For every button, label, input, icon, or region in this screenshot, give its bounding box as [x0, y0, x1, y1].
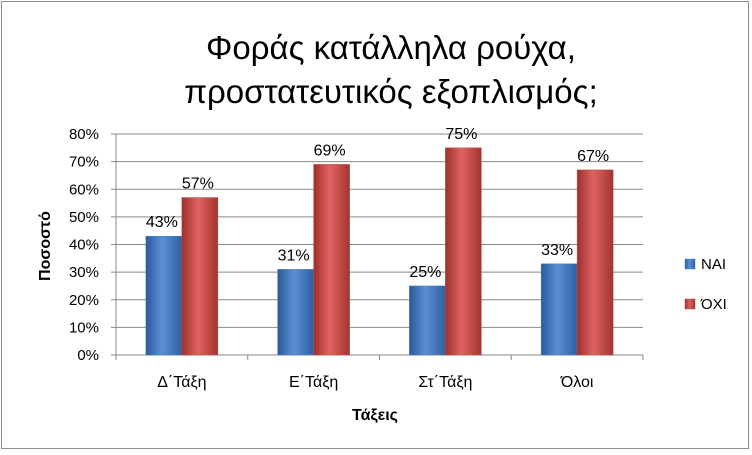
chart-title-line-1: Φοράς κατάλληλα ρούχα,	[206, 29, 576, 66]
legend-swatch	[684, 298, 696, 310]
chart-frame: Φοράς κατάλληλα ρούχα, προστατευτικός εξ…	[1, 1, 749, 449]
bar-ochi	[313, 164, 350, 356]
bar-chart: Φοράς κατάλληλα ρούχα, προστατευτικός εξ…	[37, 29, 727, 424]
axes: 0% 10% 20% 30% 40% 50% 60% 70% 80% Δ΄Τάξη Ε΄Τάξη Στ…	[69, 126, 644, 391]
data-label: 43%	[146, 214, 178, 231]
data-label: 57%	[182, 176, 214, 193]
bar-ochi	[576, 169, 614, 356]
y-tick-label: 60%	[69, 181, 99, 198]
y-tick-label: 70%	[69, 154, 99, 171]
legend: ΝΑΙ ΌΧΙ	[684, 256, 727, 313]
bar-nai	[277, 269, 314, 356]
bar-nai	[145, 235, 183, 356]
x-category-label: Δ΄Τάξη	[157, 374, 206, 391]
bar-ochi	[181, 197, 219, 356]
x-category-label: Στ΄Τάξη	[418, 374, 472, 391]
y-tick-label: 50%	[69, 209, 99, 226]
y-tick-label: 10%	[69, 319, 99, 336]
legend-label: ΝΑΙ	[701, 256, 726, 273]
x-category-label: Όλοι	[560, 374, 594, 391]
bar-nai	[540, 263, 578, 356]
bars	[145, 147, 614, 356]
legend-swatch	[684, 258, 696, 270]
y-axis-title: Ποσοστό	[37, 211, 54, 281]
data-label: 75%	[445, 126, 477, 143]
data-label: 69%	[314, 142, 346, 159]
data-label: 31%	[278, 247, 310, 264]
y-tick-label: 0%	[77, 347, 99, 364]
data-labels: 43% 57% 31% 69% 25% 75% 33% 67%	[146, 126, 609, 281]
y-tick-label: 30%	[69, 264, 99, 281]
y-tick-label: 80%	[69, 126, 99, 143]
bar-nai	[409, 285, 446, 356]
y-tick-label: 40%	[69, 237, 99, 254]
data-label: 33%	[541, 242, 573, 259]
data-label: 67%	[577, 148, 609, 165]
x-axis-title: Τάξεις	[352, 407, 398, 424]
data-label: 25%	[409, 264, 441, 281]
y-tick-label: 20%	[69, 292, 99, 309]
legend-label: ΌΧΙ	[700, 296, 727, 313]
chart-title-line-2: προστατευτικός εξοπλισμός;	[184, 73, 597, 110]
x-category-label: Ε΄Τάξη	[289, 374, 338, 391]
bar-ochi	[445, 147, 482, 356]
